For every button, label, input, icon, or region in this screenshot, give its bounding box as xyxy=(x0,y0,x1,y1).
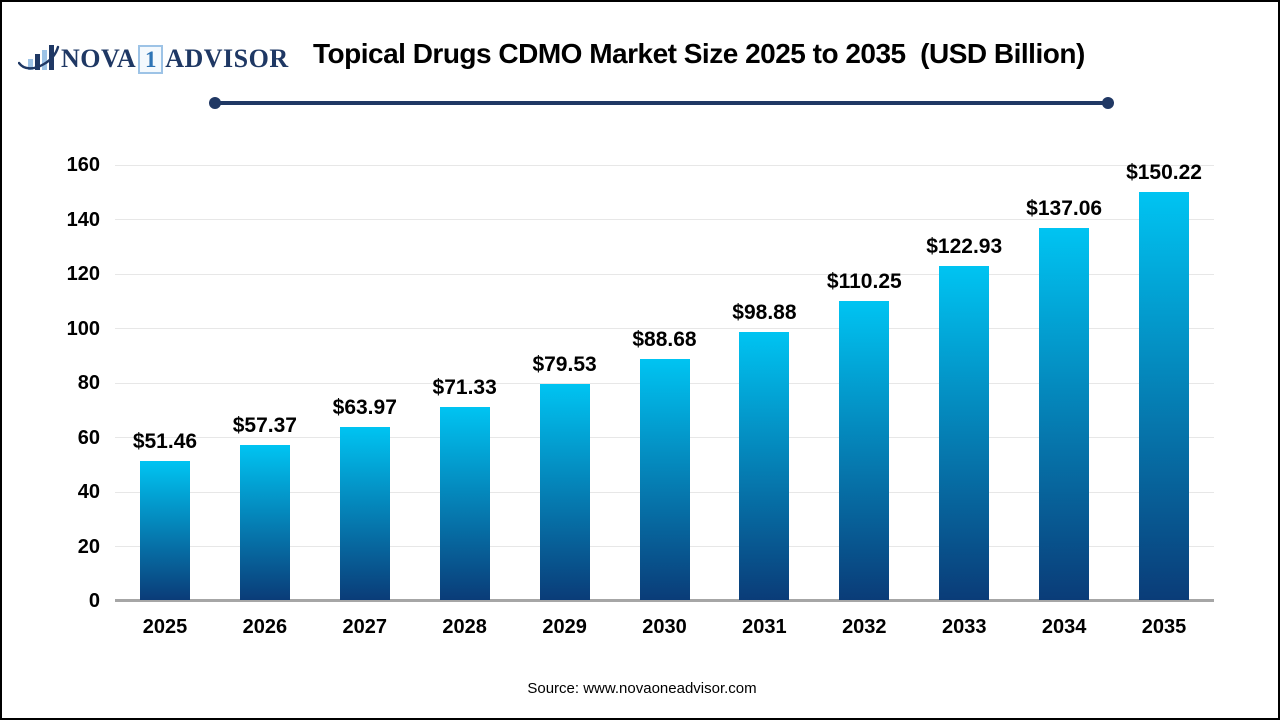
gridline-140 xyxy=(115,219,1214,220)
x-axis-label-2034: 2034 xyxy=(1041,616,1087,638)
bar-2029 xyxy=(539,384,590,600)
logo-text-nova: NOVA xyxy=(61,44,137,73)
bar-2030 xyxy=(639,359,690,600)
nova-one-advisor-logo: NOVA 1 ADVISOR xyxy=(18,40,289,78)
bar-value-2025: $51.46 xyxy=(132,429,198,453)
logo-text-advisor: ADVISOR xyxy=(165,44,289,73)
bar-value-2034: $137.06 xyxy=(1026,196,1103,220)
y-axis-tick-160: 160 xyxy=(66,154,100,176)
divider-left-dot xyxy=(209,97,221,109)
bar-2032 xyxy=(839,300,890,600)
x-axis-label-2035: 2035 xyxy=(1141,616,1187,638)
x-axis-label-2027: 2027 xyxy=(342,616,388,638)
source-text: Source: www.novaoneadvisor.com xyxy=(527,680,757,697)
y-axis-tick-140: 140 xyxy=(66,208,100,231)
bar-2028 xyxy=(439,406,490,600)
x-axis-label-2029: 2029 xyxy=(542,616,587,638)
bar-2034 xyxy=(1039,227,1090,600)
bar-2025 xyxy=(139,460,190,600)
bar-value-2026: $57.37 xyxy=(232,413,297,437)
bar-2033 xyxy=(939,266,990,600)
gridline-160 xyxy=(115,164,1214,166)
bar-value-2027: $63.97 xyxy=(332,395,397,419)
y-axis-tick-100: 100 xyxy=(66,317,100,340)
y-axis-tick-20: 20 xyxy=(77,535,100,558)
x-axis-label-2026: 2026 xyxy=(242,616,288,638)
y-axis-tick-60: 60 xyxy=(77,426,100,449)
bar-value-2032: $110.25 xyxy=(826,269,902,293)
bar-value-2028: $71.33 xyxy=(432,375,497,399)
gridline-100 xyxy=(115,328,1214,329)
y-axis-tick-120: 120 xyxy=(66,263,100,285)
x-axis-label-2031: 2031 xyxy=(742,616,787,638)
bar-value-2035: $150.22 xyxy=(1126,160,1202,184)
y-axis-tick-0: 0 xyxy=(88,590,100,612)
bar-value-2029: $79.53 xyxy=(532,353,597,377)
bar-value-2030: $88.68 xyxy=(632,328,697,352)
bar-2027 xyxy=(339,426,390,600)
y-axis-tick-80: 80 xyxy=(77,372,100,394)
title-divider-line xyxy=(215,101,1108,105)
bar-2026 xyxy=(239,444,290,600)
x-axis-label-2025: 2025 xyxy=(142,616,188,638)
x-axis-label-2030: 2030 xyxy=(642,616,687,638)
gridline-120 xyxy=(115,273,1214,275)
bar-value-2033: $122.93 xyxy=(926,235,1003,259)
bar-2035 xyxy=(1139,191,1190,600)
chart-title: Topical Drugs CDMO Market Size 2025 to 2… xyxy=(313,38,1085,69)
x-axis-label-2028: 2028 xyxy=(442,616,487,638)
y-axis-tick-40: 40 xyxy=(77,481,100,503)
divider-right-dot xyxy=(1102,97,1114,109)
bar-value-2031: $98.88 xyxy=(732,300,797,324)
x-axis-label-2033: 2033 xyxy=(941,616,987,638)
bar-2031 xyxy=(739,331,790,600)
logo-one-badge: 1 xyxy=(138,44,164,74)
x-axis-label-2032: 2032 xyxy=(842,616,887,638)
x-axis-baseline xyxy=(115,599,1214,602)
bar-chart-swoosh-icon xyxy=(18,45,60,70)
